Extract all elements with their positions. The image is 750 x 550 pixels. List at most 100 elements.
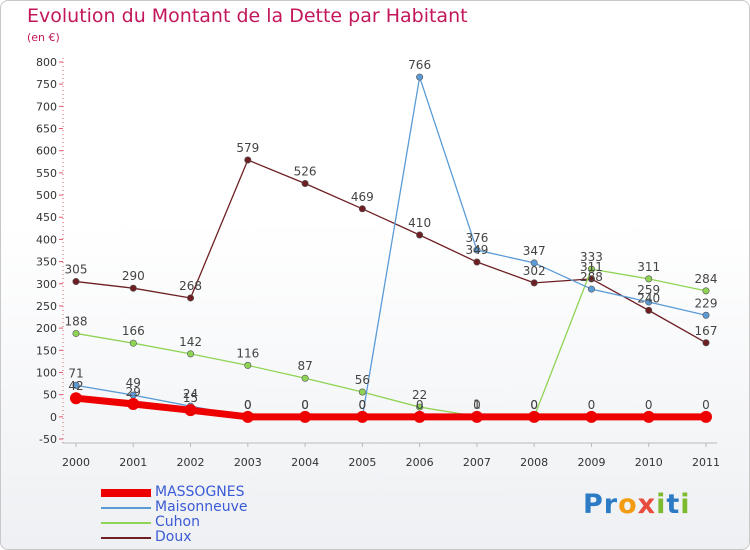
data-point-cuhon [72,329,80,337]
data-point-maisonneuve [473,246,481,254]
x-tick-label: 2003 [234,456,262,469]
legend-item-cuhon: Cuhon [101,515,248,530]
data-point-massognes [70,392,82,405]
data-point-doux [187,294,195,302]
x-tick-label: 2010 [635,456,663,469]
data-label-cuhon: 284 [695,272,718,286]
data-label-massognes: 42 [68,379,83,393]
legend-item-massognes: MASSOGNES [101,485,248,500]
data-label-maisonneuve: 49 [126,376,141,390]
x-tick-label: 2000 [62,456,90,469]
data-label-maisonneuve: 24 [183,387,198,401]
data-point-doux [530,279,538,287]
data-point-doux [645,306,653,314]
data-label-maisonneuve: 229 [695,296,718,310]
data-label-massognes: 0 [530,398,538,412]
x-tick-label: 2008 [520,456,548,469]
legend-label-massognes: MASSOGNES [155,484,245,500]
x-tick-label: 2001 [119,456,147,469]
data-label-cuhon: 56 [355,373,370,387]
y-tick-label: 800 [36,56,57,69]
data-point-maisonneuve [702,311,710,319]
data-label-cuhon: 142 [179,335,202,349]
legend-swatch-doux [101,536,151,539]
data-label-massognes: 15 [183,391,198,405]
chart-subtitle: (en €) [27,31,60,44]
data-point-maisonneuve [72,381,80,389]
data-label-doux: 579 [236,141,259,155]
data-label-cuhon: 116 [236,346,259,360]
y-tick-label: 400 [36,233,57,246]
data-point-doux [358,205,366,213]
y-tick-label: 150 [36,344,57,357]
legend-label-maisonneuve: Maisonneuve [155,499,248,515]
y-tick-label: 500 [36,189,57,202]
legend-swatch-cuhon [101,521,151,524]
data-label-maisonneuve: 71 [68,366,83,380]
data-label-massognes: 0 [702,398,710,412]
data-point-cuhon [301,374,309,382]
data-point-maisonneuve [530,259,538,267]
y-tick-label: 750 [36,78,57,91]
data-point-massognes [528,410,541,423]
proxiti-logo: Proxiti [583,489,691,520]
legend-swatch-massognes [101,488,151,497]
x-tick-label: 2011 [692,456,720,469]
data-point-cuhon [587,265,595,273]
data-label-doux: 526 [294,165,317,179]
data-point-massognes [413,410,426,423]
data-label-cuhon: 333 [580,250,603,264]
legend-item-doux: Doux [101,530,248,545]
data-label-doux: 349 [465,243,488,257]
data-point-cuhon [187,350,195,358]
data-point-doux [301,180,309,188]
data-point-massognes [470,410,483,423]
data-label-maisonneuve: 259 [637,283,660,297]
y-tick-label: 0 [50,411,57,424]
data-point-doux [129,284,137,292]
data-label-massognes: 0 [473,398,481,412]
y-tick-label: 200 [36,322,57,335]
data-label-cuhon: 87 [297,359,312,373]
chart-title: Evolution du Montant de la Dette par Hab… [27,5,468,27]
data-point-massognes [585,410,598,423]
data-label-doux: 167 [695,324,718,338]
x-tick-label: 2007 [463,456,491,469]
data-point-cuhon [416,403,424,411]
data-label-cuhon: 166 [122,324,145,338]
data-point-doux [72,278,80,286]
legend-item-maisonneuve: Maisonneuve [101,500,248,515]
legend-label-doux: Doux [155,529,192,545]
data-label-massognes: 0 [645,398,653,412]
data-point-massognes [356,410,369,423]
data-point-cuhon [645,275,653,283]
data-label-maisonneuve: 347 [523,244,546,258]
data-point-doux [416,231,424,239]
y-tick-label: 50 [43,389,57,402]
data-label-doux: 240 [637,291,660,305]
data-label-massognes: 0 [301,398,309,412]
data-label-maisonneuve: 288 [580,270,603,284]
data-label-massognes: 0 [359,398,367,412]
data-label-massognes: 29 [126,385,141,399]
data-label-doux: 290 [122,269,145,283]
data-label-maisonneuve: 376 [465,231,488,245]
data-point-massognes [127,397,140,410]
data-point-maisonneuve [645,298,653,306]
legend-label-cuhon: Cuhon [155,514,200,530]
x-tick-label: 2006 [406,456,434,469]
data-point-massognes [184,404,197,417]
series-line-cuhon [75,268,707,418]
x-tick-label: 2002 [177,456,205,469]
data-label-cuhon: 311 [637,260,660,274]
data-label-maisonneuve: 0 [301,398,309,412]
legend-swatch-maisonneuve [101,506,151,509]
data-label-doux: 268 [179,279,202,293]
x-tick-label: 2004 [291,456,319,469]
y-tick-label: 350 [36,256,57,269]
series-line-doux [75,159,707,344]
data-label-doux: 410 [408,216,431,230]
data-point-maisonneuve [416,73,424,81]
